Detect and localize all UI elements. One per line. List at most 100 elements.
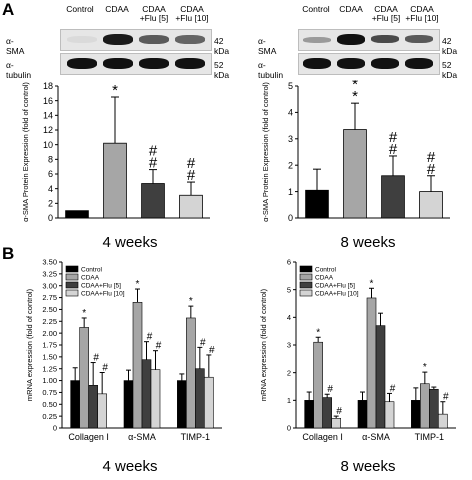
blot-kda: 52 kDa <box>214 60 230 80</box>
significance-hash: # <box>187 167 196 184</box>
y-tick-label: 1 <box>287 396 291 405</box>
legend-label: CDAA <box>81 275 100 282</box>
blot-band <box>405 35 433 43</box>
y-tick-label: 2.25 <box>42 317 57 326</box>
legend-swatch <box>299 281 313 289</box>
y-tick-label: 3.00 <box>42 281 57 290</box>
significance-star: * <box>423 362 427 373</box>
significance-hash: # <box>443 392 449 403</box>
chart-asma-protein-4-weeks: 0 2 4 6 8 10 12 14 16 18 α-SMA Protein Expression … <box>21 80 210 223</box>
y-tick-label: 2 <box>288 160 293 170</box>
bar <box>343 129 367 219</box>
blot-band <box>175 35 205 44</box>
x-tick-label: TIMP-1 <box>415 432 445 442</box>
legend-swatch <box>299 289 313 297</box>
significance-star: * <box>112 80 118 87</box>
bar <box>141 359 152 429</box>
legend-label: CDAA <box>315 275 334 282</box>
bar <box>103 142 127 219</box>
legend-swatch <box>299 265 313 273</box>
significance-hash: # <box>156 341 162 352</box>
bar <box>375 325 386 429</box>
bar <box>331 418 341 429</box>
chart-title: 4 weeks <box>102 458 158 475</box>
blot-row-label: α-tubulin <box>6 60 32 80</box>
blot-band <box>175 58 205 69</box>
bar <box>357 400 368 429</box>
bar <box>123 380 134 429</box>
significance-hash: # <box>102 363 108 374</box>
x-tick-label: Collagen I <box>68 432 109 442</box>
blot-band <box>139 58 169 69</box>
blot-band <box>405 58 433 69</box>
bar <box>384 401 395 429</box>
panel-label-b: B <box>2 244 15 263</box>
blot-row-label: α-SMA <box>6 36 25 56</box>
significance-hash: # <box>149 143 158 160</box>
significance-hash: # <box>427 149 436 166</box>
blot-band <box>139 35 169 44</box>
significance-hash: # <box>390 383 396 394</box>
blot-band <box>371 58 399 69</box>
y-tick-label: 4 <box>287 313 291 322</box>
y-tick-label: 3 <box>287 341 291 350</box>
y-tick-label: 10 <box>43 140 53 150</box>
legend-label: Control <box>81 267 103 274</box>
y-axis-label: α-SMA Protein Expression (fold of contro… <box>261 82 270 222</box>
bar <box>313 341 323 429</box>
blot-band <box>67 36 97 43</box>
chart-asma-protein-8-weeks: 0 1 2 3 4 5 α-SMA Protein Expression (fold of … <box>261 80 450 223</box>
y-tick-label: 3.25 <box>42 269 57 278</box>
legend-label: CDAA+Flu [10] <box>81 291 125 298</box>
bar <box>79 327 89 429</box>
y-axis-label: mRNA expression (fold of control) <box>25 288 34 401</box>
blot-condition: CDAA <box>105 4 129 14</box>
y-tick-label: 1.75 <box>42 341 57 350</box>
blot-kda: 42 kDa <box>214 36 230 56</box>
y-tick-label: 6 <box>48 169 53 179</box>
y-tick-label: 2.50 <box>42 305 57 314</box>
bar <box>179 194 203 219</box>
blot-band <box>103 58 133 69</box>
bar <box>322 397 332 429</box>
significance-star: * <box>352 80 358 93</box>
blot-band <box>337 58 365 69</box>
y-tick-label: 0 <box>287 424 291 433</box>
blot-strip-tubulin <box>60 53 212 75</box>
y-tick-label: 1 <box>288 187 293 197</box>
bar <box>411 400 421 429</box>
y-tick-label: 0 <box>48 213 53 223</box>
significance-hash: # <box>389 129 398 146</box>
y-tick-label: 1.00 <box>42 376 57 385</box>
bar <box>305 189 329 219</box>
significance-star: * <box>112 82 118 99</box>
blot-strip-asma <box>298 29 440 51</box>
significance-hash: # <box>389 141 398 158</box>
blot-strip-tubulin <box>298 53 440 75</box>
bar <box>141 183 165 219</box>
significance-hash: # <box>327 384 333 395</box>
y-tick-label: 5 <box>287 285 291 294</box>
bar <box>70 380 80 429</box>
significance-hash: # <box>149 155 158 172</box>
legend-swatch <box>65 273 79 281</box>
y-tick-label: 4 <box>288 108 293 118</box>
chart-title: 8 weeks <box>340 234 396 251</box>
bar <box>366 297 377 429</box>
y-tick-label: 0.50 <box>42 400 57 409</box>
bar <box>177 380 187 429</box>
y-tick-label: 3.50 <box>42 258 57 267</box>
blot-band <box>303 37 331 43</box>
blot-row-label: α-tubulin <box>258 60 284 80</box>
bar <box>304 400 314 429</box>
bar <box>420 383 430 429</box>
blot-condition: CDAA +Flu [10] <box>175 4 209 23</box>
blot-row-label: α-SMA <box>258 36 277 56</box>
significance-hash: # <box>200 337 206 348</box>
significance-hash: # <box>147 332 153 343</box>
blot-condition: CDAA <box>339 4 363 14</box>
significance-star: * <box>370 278 374 289</box>
y-tick-label: 2 <box>48 198 53 208</box>
chart-title: 8 weeks <box>340 458 396 475</box>
bar <box>186 317 196 429</box>
